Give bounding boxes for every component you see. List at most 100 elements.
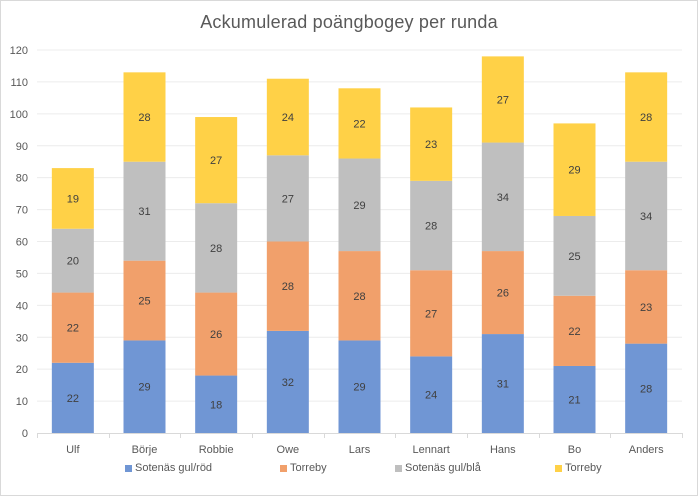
data-label: 29: [568, 165, 580, 177]
bar-segment: [625, 161, 668, 271]
data-label: 28: [210, 243, 222, 255]
x-tick-label: Lars: [349, 444, 371, 456]
bar-segment: [410, 356, 453, 433]
y-axis-ticks: 0 10 20 30 40 50 60 70 80 90 100 110 120: [10, 45, 28, 440]
legend-item: Sotenäs gul/röd: [125, 462, 212, 474]
bars: [51, 56, 668, 433]
y-tick-label: 90: [16, 141, 28, 153]
data-label: 28: [138, 112, 150, 124]
bar-segment: [481, 251, 524, 335]
bar-segment: [410, 180, 453, 271]
legend-label: Sotenäs gul/blå: [405, 462, 481, 474]
bar-segment: [266, 241, 309, 331]
x-tick-label: Lennart: [413, 444, 450, 456]
y-tick-label: 100: [10, 109, 28, 121]
y-tick-label: 30: [16, 332, 28, 344]
data-label: 31: [138, 206, 150, 218]
chart-title: Ackumulerad poängbogey per runda: [200, 12, 498, 32]
legend-label: Sotenäs gul/röd: [135, 462, 213, 474]
data-label: 19: [67, 193, 79, 205]
bar-segment: [625, 343, 668, 433]
bar-segment: [195, 375, 238, 433]
data-label: 23: [425, 139, 437, 151]
bar-segment: [51, 292, 94, 363]
x-tick-label: Hans: [490, 444, 516, 456]
legend-swatch: [280, 464, 287, 472]
x-tick-label: Bo: [568, 444, 581, 456]
bar-segment: [625, 72, 668, 162]
data-label: 28: [640, 383, 652, 395]
x-tick-label: Anders: [629, 444, 664, 456]
x-tick-label: Ulf: [66, 444, 80, 456]
data-label: 34: [497, 192, 509, 204]
bar-segment: [553, 365, 596, 433]
y-tick-label: 40: [16, 300, 28, 312]
data-label: 26: [210, 329, 222, 341]
bar-segment: [338, 340, 381, 433]
y-tick-label: 70: [16, 205, 28, 217]
bar-segment: [123, 72, 166, 162]
x-tick-label: Owe: [277, 444, 300, 456]
data-label: 34: [640, 211, 652, 223]
data-label: 27: [425, 308, 437, 320]
data-label: 29: [138, 382, 150, 394]
y-tick-label: 10: [16, 396, 28, 408]
y-tick-label: 0: [22, 428, 28, 440]
bar-segment: [410, 107, 453, 181]
y-tick-label: 110: [10, 77, 28, 89]
bar-segment: [338, 251, 381, 341]
bar-segment: [51, 228, 94, 293]
data-label: 29: [353, 382, 365, 394]
bar-segment: [338, 88, 381, 159]
bar-segment: [123, 340, 166, 433]
legend-swatch: [395, 464, 402, 472]
data-label: 27: [210, 155, 222, 167]
bar-segment: [266, 78, 309, 156]
bar-segment: [481, 334, 524, 433]
legend: Sotenäs gul/röd Torreby Sotenäs gul/blå Tor…: [0, 462, 698, 482]
bar-segment: [553, 123, 596, 216]
data-label: 22: [568, 326, 580, 338]
data-label: 22: [353, 118, 365, 130]
y-tick-label: 50: [16, 268, 28, 280]
data-label: 24: [282, 112, 294, 124]
data-label: 28: [282, 281, 294, 293]
legend-swatch: [555, 464, 562, 472]
bar-segment: [123, 260, 166, 341]
bar-segment: [266, 330, 309, 433]
x-tick-label: Börje: [132, 444, 158, 456]
data-label: 22: [67, 323, 79, 335]
data-label: 24: [425, 390, 437, 402]
bar-segment: [553, 215, 596, 296]
bar-segment: [51, 362, 94, 433]
x-tick-label: Robbie: [199, 444, 234, 456]
data-labels: 22 22 20 19 29 25 31 28 18 26 28 27 32 28 27 24 29 28 29 22…: [67, 94, 653, 411]
data-label: 28: [640, 112, 652, 124]
data-label: 31: [497, 379, 509, 391]
data-label: 27: [497, 94, 509, 106]
data-label: 25: [568, 251, 580, 263]
data-label: 18: [210, 399, 222, 411]
legend-item: Torreby: [280, 462, 327, 474]
y-tick-label: 60: [16, 237, 28, 249]
data-label: 22: [67, 393, 79, 405]
data-label: 23: [640, 302, 652, 314]
legend-item: Torreby: [555, 462, 602, 474]
y-tick-label: 120: [10, 45, 28, 57]
data-label: 29: [353, 200, 365, 212]
legend-item: Sotenäs gul/blå: [395, 462, 481, 474]
bar-segment: [553, 295, 596, 366]
bar-segment: [266, 155, 309, 242]
data-label: 20: [67, 256, 79, 268]
bar-segment: [481, 56, 524, 143]
data-label: 28: [425, 221, 437, 233]
legend-label: Torreby: [290, 462, 327, 474]
bar-segment: [410, 270, 453, 357]
data-label: 32: [282, 377, 294, 389]
bar-segment: [123, 161, 166, 261]
bar-segment: [625, 270, 668, 344]
bar-segment: [195, 203, 238, 293]
data-label: 25: [138, 296, 150, 308]
data-label: 27: [282, 193, 294, 205]
